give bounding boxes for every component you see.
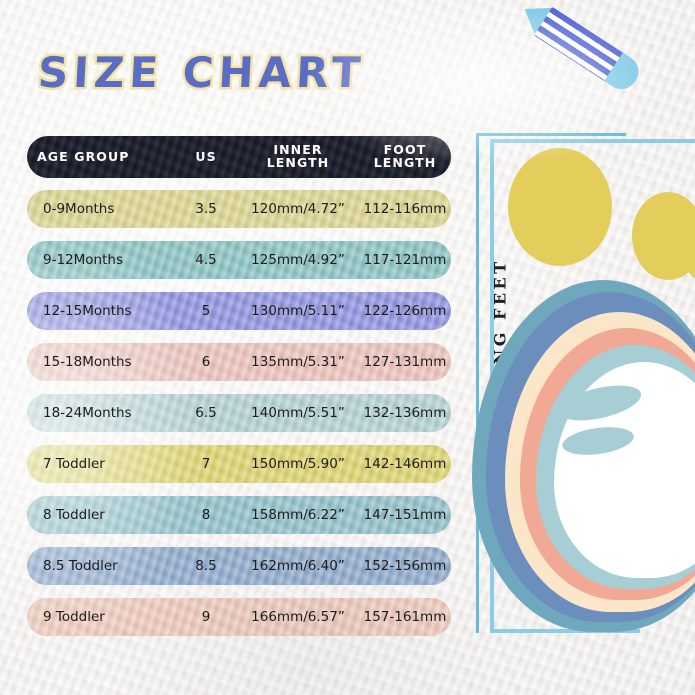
table-row: 7 Toddler 7 150mm/5.90” 142-146mm	[27, 445, 451, 483]
toe-icon	[508, 148, 612, 266]
size-chart-table: AGE GROUP US INNER LENGTH FOOT LENGTH 0-…	[27, 136, 451, 649]
size-cell-age-group: 18-24Months	[43, 405, 132, 421]
table-row: 8.5 Toddler 8.5 162mm/6.40” 152-156mm	[27, 547, 451, 585]
size-cell-age-group: 8.5 Toddler	[43, 558, 118, 574]
size-cell-foot-length: 117-121mm	[363, 252, 447, 268]
size-cell-foot-length: 112-116mm	[363, 201, 447, 217]
size-cell-inner-length: 150mm/5.90”	[251, 456, 345, 472]
size-cell-inner-length: 166mm/6.57”	[251, 609, 345, 625]
table-row: 8 Toddler 8 158mm/6.22” 147-151mm	[27, 496, 451, 534]
pencil-icon	[515, 0, 645, 96]
size-cell-us: 5	[201, 303, 211, 319]
column-header-age-group: AGE GROUP	[37, 148, 130, 164]
size-cell-age-group: 7 Toddler	[43, 456, 105, 472]
size-cell-foot-length: 147-151mm	[363, 507, 447, 523]
size-cell-age-group: 8 Toddler	[43, 507, 105, 523]
column-header-inner-length: INNER LENGTH	[266, 142, 330, 170]
size-cell-inner-length: 140mm/5.51”	[251, 405, 345, 421]
size-cell-us: 3.5	[195, 201, 217, 217]
measuring-feet-illustration: MEASURING FEET	[462, 0, 695, 695]
size-cell-foot-length: 132-136mm	[363, 405, 447, 421]
size-cell-age-group: 15-18Months	[43, 354, 132, 370]
size-cell-us: 6.5	[195, 405, 217, 421]
column-header-us: US	[195, 148, 217, 164]
size-cell-us: 7	[201, 456, 211, 472]
table-row: 9-12Months 4.5 125mm/4.92” 117-121mm	[27, 241, 451, 279]
table-body: 0-9Months 3.5 120mm/4.72” 112-116mm 9-12Mont…	[27, 190, 451, 636]
frame-bracket-top-outer	[476, 133, 626, 136]
size-cell-us: 8	[201, 507, 211, 523]
size-cell-age-group: 0-9Months	[43, 201, 115, 217]
frame-bracket-left-outer	[476, 133, 479, 633]
size-cell-us: 4.5	[195, 252, 217, 268]
size-cell-inner-length: 158mm/6.22”	[251, 507, 345, 523]
table-row: 12-15Months 5 130mm/5.11” 122-126mm	[27, 292, 451, 330]
size-cell-foot-length: 127-131mm	[363, 354, 447, 370]
frame-bracket-bottom	[490, 629, 640, 633]
column-header-foot-length: FOOT LENGTH	[373, 142, 437, 170]
size-cell-inner-length: 135mm/5.31”	[251, 354, 345, 370]
size-cell-age-group: 9 Toddler	[43, 609, 105, 625]
size-cell-age-group: 9-12Months	[43, 252, 123, 268]
size-cell-foot-length: 157-161mm	[363, 609, 447, 625]
size-cell-us: 6	[201, 354, 211, 370]
size-cell-inner-length: 130mm/5.11”	[251, 303, 345, 319]
table-row: 0-9Months 3.5 120mm/4.72” 112-116mm	[27, 190, 451, 228]
size-cell-inner-length: 162mm/6.40”	[251, 558, 345, 574]
table-row: 15-18Months 6 135mm/5.31” 127-131mm	[27, 343, 451, 381]
size-cell-age-group: 12-15Months	[43, 303, 132, 319]
table-row: 18-24Months 6.5 140mm/5.51” 132-136mm	[27, 394, 451, 432]
size-cell-inner-length: 120mm/4.72”	[251, 201, 345, 217]
size-cell-us: 9	[201, 609, 211, 625]
page-title: SIZE CHART	[34, 46, 369, 100]
table-row: 9 Toddler 9 166mm/6.57” 157-161mm	[27, 598, 451, 636]
size-cell-foot-length: 142-146mm	[363, 456, 447, 472]
frame-bracket-top	[490, 139, 695, 143]
size-cell-us: 8.5	[195, 558, 217, 574]
toe-icon	[681, 216, 695, 282]
size-cell-foot-length: 122-126mm	[363, 303, 447, 319]
table-header-row: AGE GROUP US INNER LENGTH FOOT LENGTH	[27, 136, 451, 178]
size-cell-inner-length: 125mm/4.92”	[251, 252, 345, 268]
size-cell-foot-length: 152-156mm	[363, 558, 447, 574]
